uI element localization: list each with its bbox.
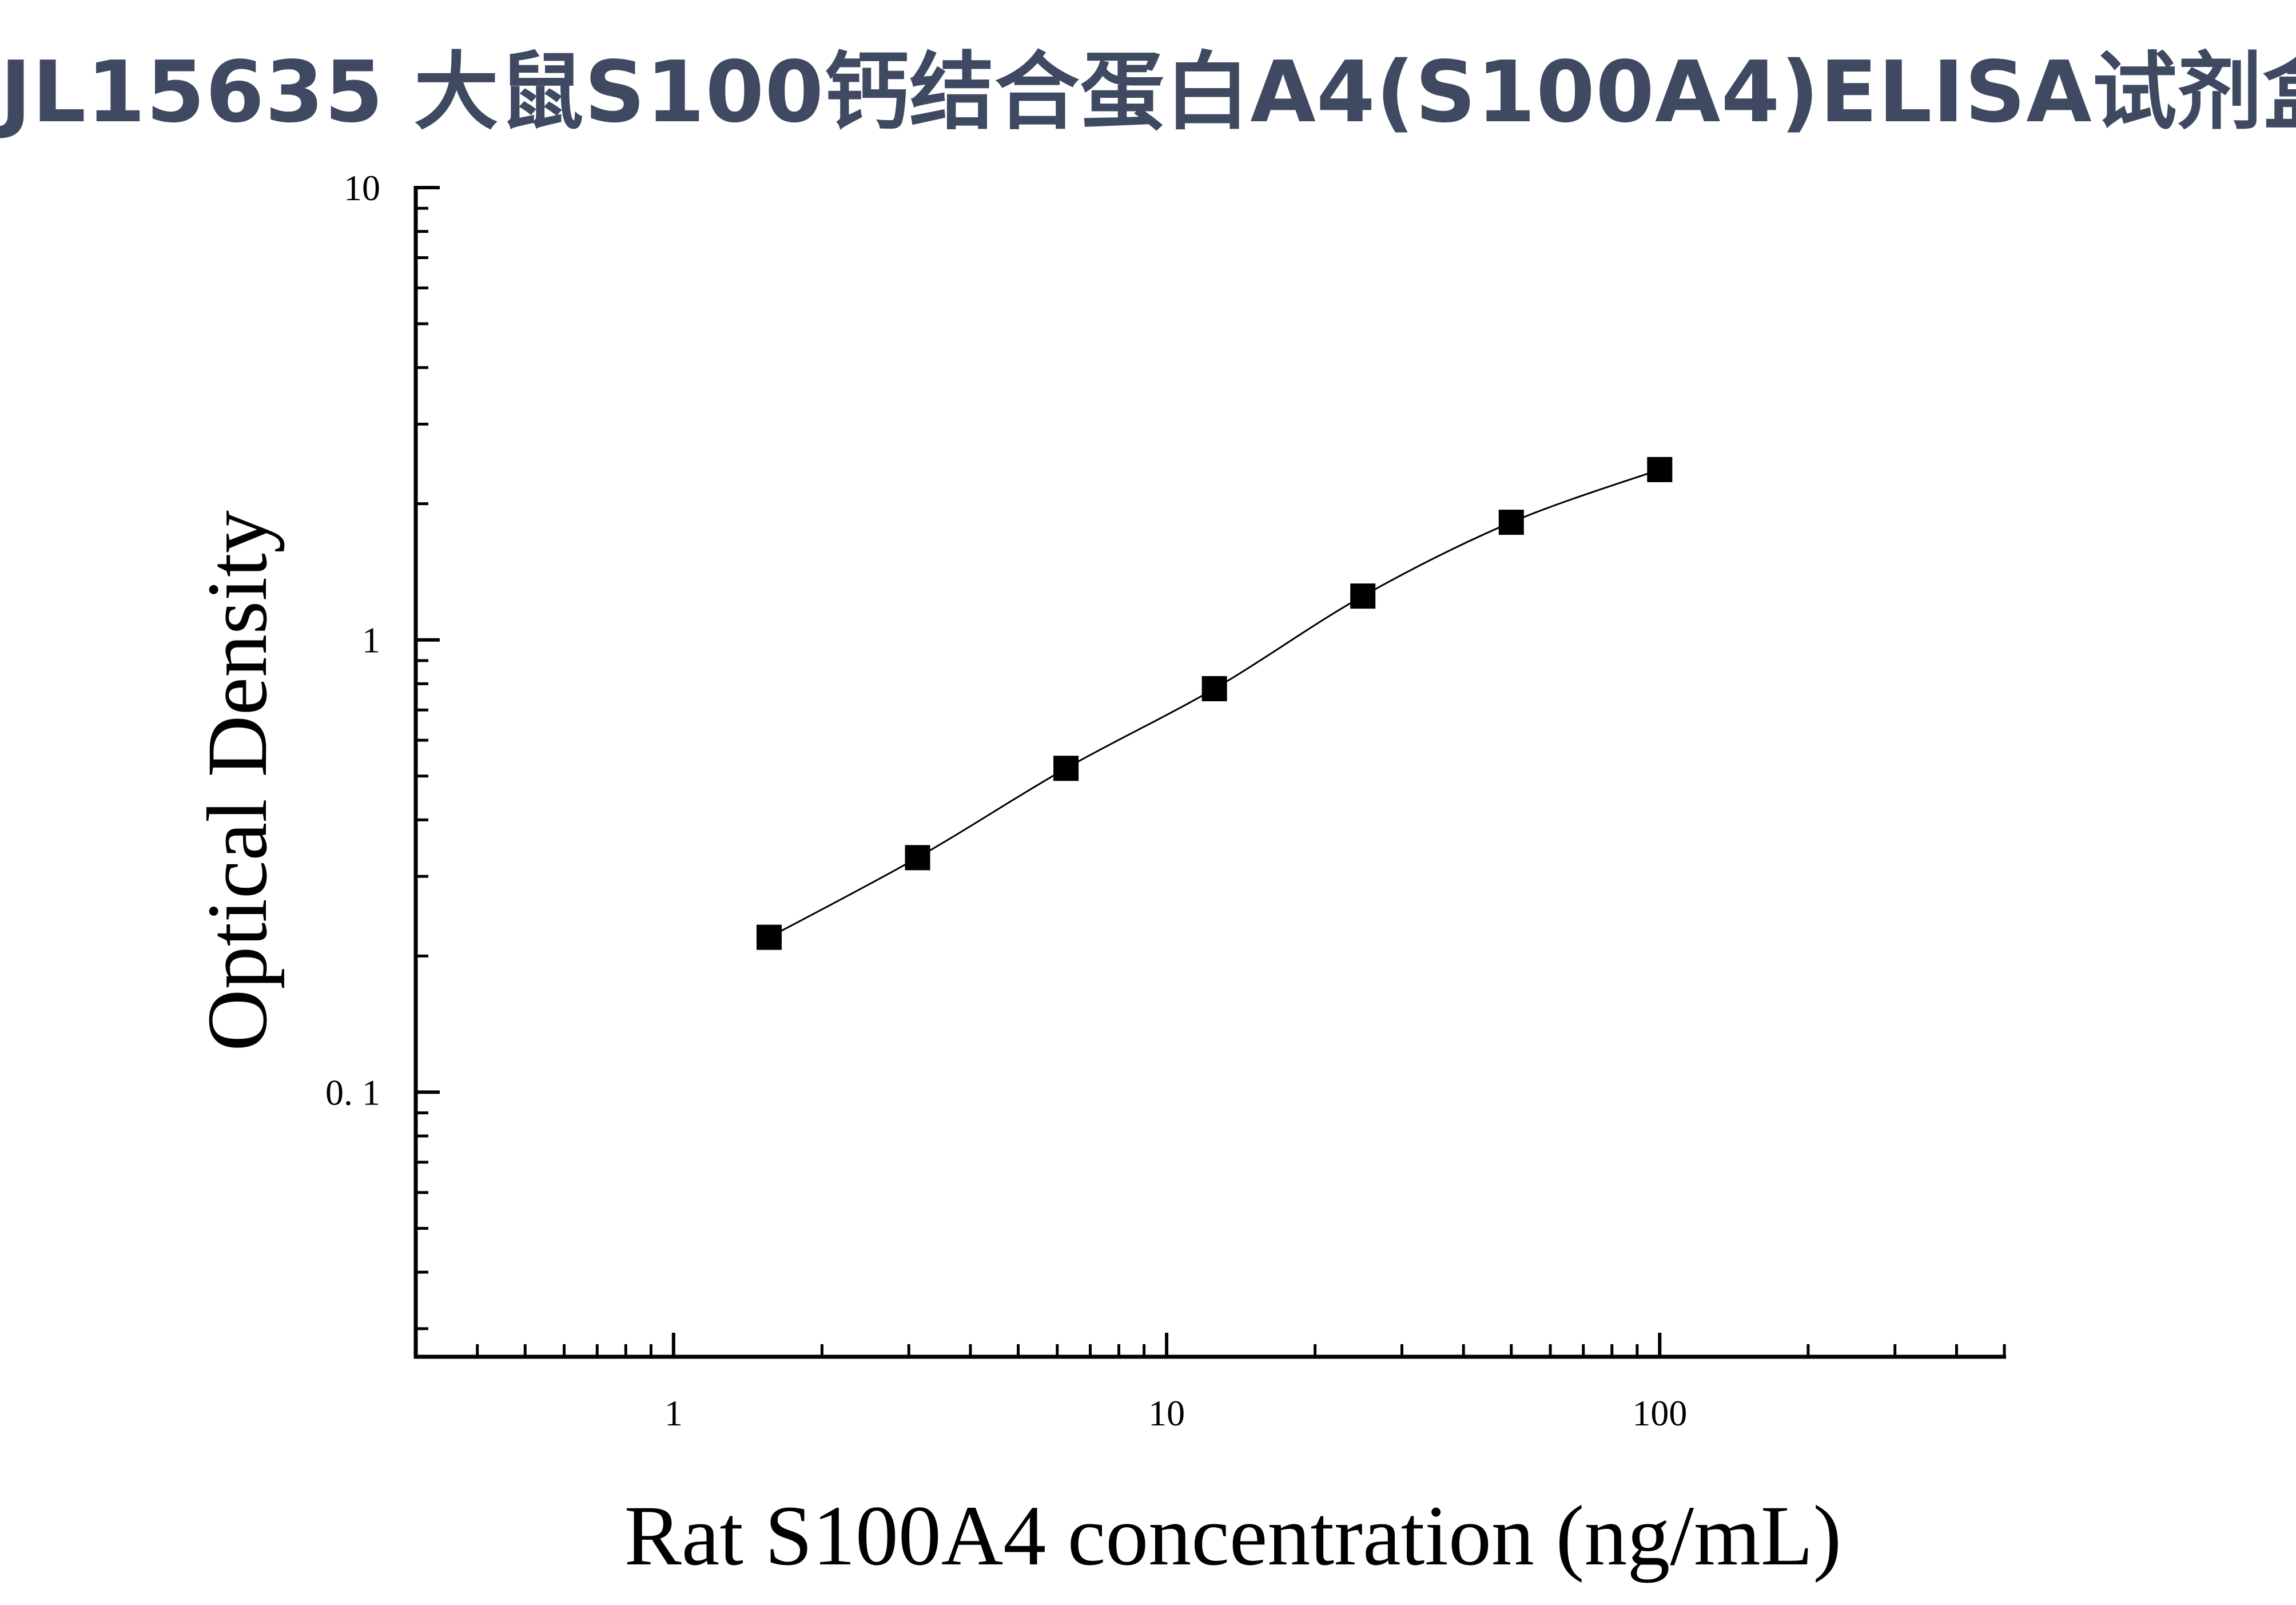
data-point [1647,456,1673,482]
x-minor-ticks [414,1344,2006,1357]
data-point [1350,583,1376,609]
major-ticks [416,186,1662,1357]
y-tick-label: 1 [362,620,380,661]
data-point [756,924,782,950]
y-tick-label: 0. 1 [325,1072,380,1113]
data-point [1053,756,1079,781]
y-axis-title: Optical Density [190,510,285,1051]
y-tick-label: 10 [344,168,380,208]
standard-curve-fit-line [769,468,1660,938]
data-point [1498,510,1524,535]
chart-title: JL15635 大鼠S100钙结合蛋白A4(S100A4)ELISA试剂盒 [0,43,2296,141]
x-tick-label: 100 [1632,1393,1687,1433]
x-tick-label: 10 [1148,1393,1185,1433]
x-tick-label: 1 [664,1393,683,1433]
data-point [1201,676,1227,702]
tick-labels: 1 10 100 0. 1 1 10 [325,168,1687,1433]
y-minor-ticks [416,206,428,1330]
x-axis-title: Rat S100A4 concentration (ng/mL) [624,1488,1842,1583]
data-point [905,845,930,871]
data-points [756,456,1673,950]
